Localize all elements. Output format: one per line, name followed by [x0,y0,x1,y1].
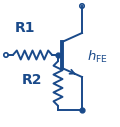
Text: R1: R1 [15,21,35,35]
Text: R2: R2 [22,73,42,87]
Text: $h_{\mathsf{FE}}$: $h_{\mathsf{FE}}$ [87,49,108,65]
